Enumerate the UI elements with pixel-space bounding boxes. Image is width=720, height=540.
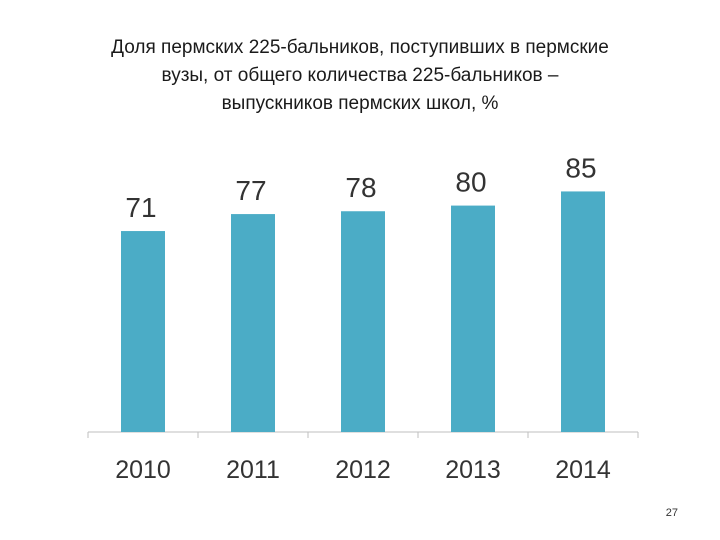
chart-title-line-3: выпускников пермских школ, % [221,93,499,114]
chart-title-line-1: Доля пермских 225-бальников, поступивших… [111,37,609,58]
x-tick-label-2010: 2010 [115,456,171,484]
data-label-2014: 85 [565,152,596,183]
x-tick-label-2013: 2013 [445,456,501,484]
x-tick-label-2012: 2012 [335,456,391,484]
x-tick-label-2014: 2014 [555,456,611,484]
data-label-2013: 80 [455,167,486,198]
chart-title-line-2: вузы, от общего количества 225-бальников… [161,65,559,86]
data-label-2011: 77 [235,175,266,206]
bar-2013 [451,205,495,432]
bar-2010 [121,231,165,432]
bar-2012 [341,211,385,432]
bar-2014 [561,191,605,432]
chart-title: Доля пермских 225-бальников, поступивших… [40,34,680,118]
data-label-2012: 78 [345,172,376,203]
page-number: 27 [665,507,678,519]
data-label-2010: 71 [125,192,156,223]
x-tick-label-2011: 2011 [226,456,280,484]
bar-2011 [231,214,275,432]
